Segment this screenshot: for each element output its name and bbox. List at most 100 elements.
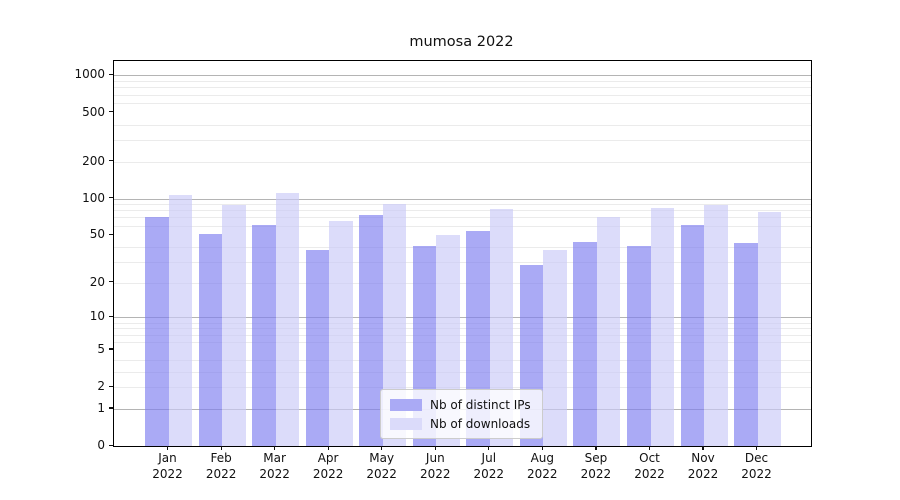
y-tick-mark — [108, 197, 113, 199]
minor-gridline — [114, 261, 811, 263]
x-tick-mark — [274, 446, 276, 451]
y-tick-label: 50 — [89, 227, 105, 242]
bar-distinct-ips — [734, 243, 758, 446]
bar-distinct-ips — [252, 224, 276, 446]
minor-gridline — [114, 246, 811, 248]
x-tick-year: 2022 — [741, 467, 772, 481]
x-tick-mark — [595, 446, 597, 451]
y-tick-label: 500 — [82, 104, 105, 119]
x-tick-year: 2022 — [473, 467, 505, 481]
major-gridline — [114, 198, 811, 200]
bar-downloads — [382, 203, 407, 446]
x-tick-label: Dec 2022 — [729, 450, 785, 482]
x-tick-label: Aug 2022 — [514, 450, 570, 482]
x-tick-label: Feb 2022 — [193, 450, 249, 482]
bar-downloads — [650, 207, 674, 446]
x-tick-month: Nov — [691, 451, 715, 465]
bar-downloads — [543, 249, 567, 446]
minor-gridline — [114, 161, 811, 163]
x-tick-mark — [648, 446, 651, 451]
x-tick-mark — [327, 446, 329, 451]
x-tick-label: Jun 2022 — [407, 450, 463, 482]
chart-title: mumosa 2022 — [409, 34, 514, 50]
x-tick-year: 2022 — [312, 467, 344, 481]
y-tick-mark — [108, 348, 113, 350]
x-tick-mark — [434, 446, 436, 451]
x-tick-month: Oct — [639, 451, 660, 465]
x-tick-label: Apr 2022 — [300, 450, 356, 482]
y-tick-mark — [108, 407, 113, 409]
y-tick-label: 1 — [97, 400, 105, 415]
bar-downloads — [489, 209, 514, 446]
x-tick-label: Nov 2022 — [675, 450, 731, 482]
x-tick-month: Mar — [263, 451, 286, 465]
y-tick-mark — [108, 73, 113, 76]
minor-gridline — [114, 217, 811, 219]
x-tick-month: Jul — [481, 451, 497, 465]
x-tick-month: Dec — [744, 451, 769, 465]
y-tick-label: 10 — [89, 309, 105, 324]
bar-distinct-ips — [627, 245, 651, 446]
minor-gridline — [114, 87, 811, 89]
x-tick-mark — [702, 446, 704, 451]
minor-gridline — [114, 322, 811, 324]
x-tick-mark — [166, 446, 169, 451]
x-tick-month: May — [369, 451, 395, 465]
bar-downloads — [329, 221, 353, 446]
y-tick-label: 200 — [82, 153, 105, 168]
legend-row-downloads: Nb of downloads — [390, 414, 534, 433]
bar-downloads — [168, 194, 192, 446]
x-tick-month: Aug — [530, 451, 555, 465]
bar-distinct-ips — [198, 234, 222, 446]
bar-downloads — [704, 205, 728, 446]
y-tick-mark — [108, 111, 113, 113]
x-tick-label: Oct 2022 — [622, 450, 678, 482]
major-gridline — [114, 75, 811, 77]
plot-canvas — [114, 61, 811, 446]
x-tick-month: Sep — [584, 451, 608, 465]
minor-gridline — [114, 328, 811, 330]
x-tick-label: May 2022 — [354, 450, 410, 482]
x-tick-label: Mar 2022 — [247, 450, 303, 482]
y-tick-label: 2 — [97, 379, 105, 394]
minor-gridline — [114, 124, 811, 126]
legend-swatch-distinct-ips — [390, 398, 422, 411]
minor-gridline — [114, 387, 811, 389]
x-tick-month: Jun — [425, 451, 445, 465]
minor-gridline — [114, 371, 811, 373]
legend-label-downloads: Nb of downloads — [430, 416, 531, 431]
minor-gridline — [114, 359, 811, 361]
x-tick-month: Feb — [210, 451, 232, 465]
legend-swatch-downloads — [390, 417, 422, 430]
bar-distinct-ips — [680, 224, 704, 446]
x-tick-mark — [381, 446, 383, 451]
minor-gridline — [114, 225, 811, 227]
y-tick-mark — [108, 160, 113, 162]
bar-distinct-ips — [573, 241, 597, 446]
legend: Nb of distinct IPs Nb of downloads — [380, 389, 543, 439]
x-tick-year: 2022 — [205, 467, 237, 481]
minor-gridline — [114, 102, 811, 104]
minor-gridline — [114, 81, 811, 83]
bar-downloads — [222, 204, 246, 446]
x-tick-label: Sep 2022 — [568, 450, 624, 482]
x-tick-year: 2022 — [527, 467, 558, 481]
plot-area — [113, 60, 812, 447]
x-tick-month: Jan — [158, 451, 177, 465]
y-tick-mark — [108, 444, 113, 446]
x-tick-mark — [755, 446, 758, 451]
y-tick-label: 0 — [97, 438, 105, 452]
x-tick-label: Jan 2022 — [140, 450, 196, 482]
legend-label-distinct-ips: Nb of distinct IPs — [430, 397, 531, 412]
x-tick-mark — [220, 446, 222, 451]
y-tick-mark — [108, 385, 113, 387]
minor-gridline — [114, 210, 811, 212]
x-tick-year: 2022 — [152, 467, 183, 481]
bar-downloads — [596, 217, 621, 446]
major-gridline — [114, 317, 811, 319]
bar-distinct-ips — [359, 215, 383, 446]
y-tick-mark — [108, 233, 113, 235]
minor-gridline — [114, 139, 811, 141]
bar-downloads — [275, 192, 300, 446]
x-tick-year: 2022 — [366, 467, 397, 481]
